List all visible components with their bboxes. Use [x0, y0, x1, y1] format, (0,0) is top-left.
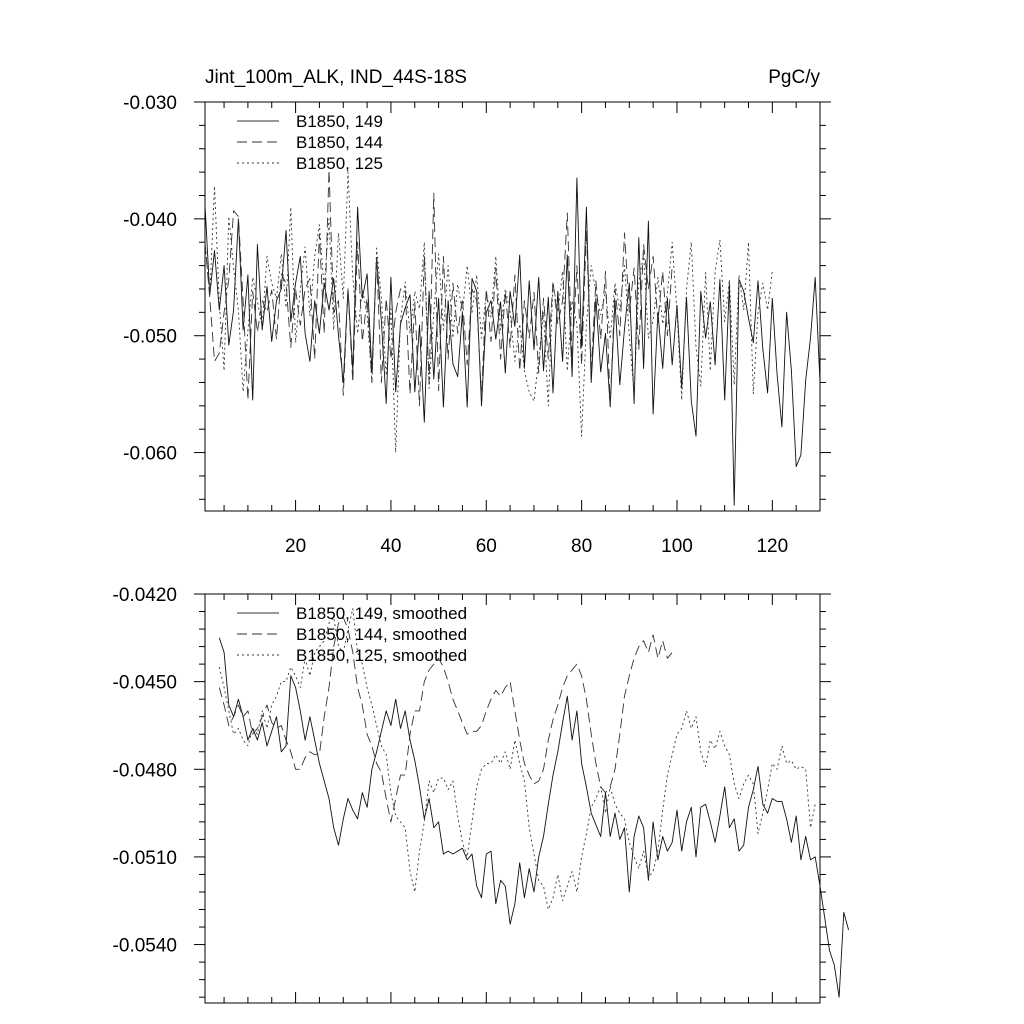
bottom-series-group: [218, 608, 850, 998]
x-tick-label: 100: [661, 536, 693, 557]
y-tick-label: -0.0420: [113, 585, 177, 606]
legend-label: B1850, 125: [296, 154, 383, 173]
top-axis-ticks: 20 40 60 80 100 120 -0.030 -0.040 -0.050 -0.060: [123, 93, 831, 557]
legend-label: B1850, 149, smoothed: [296, 604, 467, 623]
y-tick-label: -0.0450: [113, 673, 177, 694]
y-tick-label: -0.0480: [113, 760, 177, 781]
y-tick-label: -0.040: [123, 210, 177, 231]
x-tick-label: 80: [571, 536, 592, 557]
series-line-1: [204, 177, 821, 506]
bottom-plot-frame: [204, 593, 821, 1004]
x-tick-label: 120: [756, 536, 788, 557]
legend-label: B1850, 149: [296, 112, 383, 131]
chart-title: Jint_100m_ALK, IND_44S-18S: [205, 67, 467, 88]
y-tick-label: -0.030: [123, 93, 177, 114]
series-line-3: [204, 171, 773, 454]
bottom-axis-ticks: -0.0420 -0.0450 -0.0480 -0.0510 -0.0540: [113, 585, 831, 1003]
bottom-panel: -0.0420 -0.0450 -0.0480 -0.0510 -0.0540 B185…: [113, 585, 850, 1004]
x-tick-label: 20: [285, 536, 306, 557]
y-tick-label: -0.0510: [113, 848, 177, 869]
y-tick-label: -0.050: [123, 327, 177, 348]
legend-label: B1850, 144: [296, 133, 383, 152]
bottom-legend: B1850, 149, smoothed B1850, 144, smoothed…: [237, 604, 467, 665]
series-line-1: [218, 637, 850, 998]
x-tick-label: 40: [380, 536, 401, 557]
x-tick-label: 60: [476, 536, 497, 557]
top-plot-frame: [204, 101, 821, 512]
series-line-2: [204, 169, 673, 407]
units-label: PgC/y: [768, 67, 820, 88]
y-tick-label: -0.060: [123, 444, 177, 465]
top-panel: Jint_100m_ALK, IND_44S-18S PgC/y 20 40 60 8…: [123, 67, 831, 557]
top-legend: B1850, 149 B1850, 144 B1850, 125: [237, 112, 383, 173]
top-series-group: [204, 169, 821, 506]
legend-label: B1850, 144, smoothed: [296, 625, 467, 644]
y-tick-label: -0.0540: [113, 936, 177, 957]
series-line-2: [218, 616, 673, 823]
legend-label: B1850, 125, smoothed: [296, 646, 467, 665]
series-line-3: [218, 608, 816, 910]
